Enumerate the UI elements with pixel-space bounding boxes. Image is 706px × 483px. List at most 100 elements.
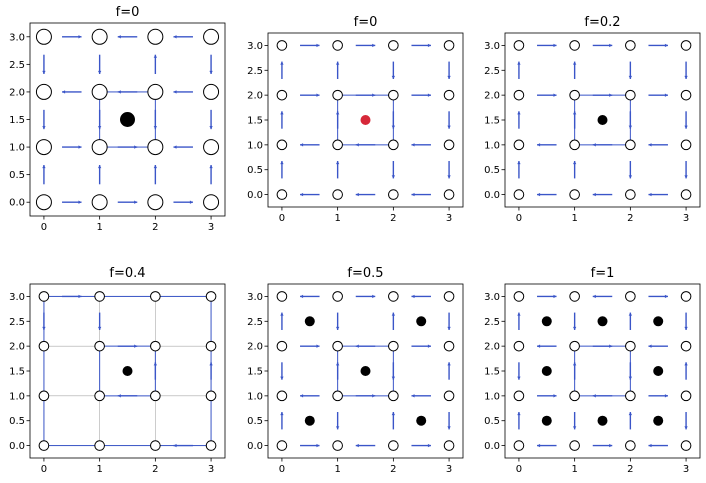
lattice-site <box>203 83 220 100</box>
lattice-site <box>443 390 455 402</box>
flux-arrow-head <box>447 362 451 366</box>
y-tick-label: 2.0 <box>247 91 263 102</box>
flux-arrow-head <box>355 443 359 448</box>
lattice-site <box>443 189 455 200</box>
flux-arrow-head <box>97 126 102 130</box>
y-tick-label: 0.0 <box>484 441 500 452</box>
flux-arrow-head <box>335 362 340 366</box>
y-tick-label: 1.0 <box>247 391 263 402</box>
x-tick-label: 0 <box>41 464 47 475</box>
flux-arrow-head <box>427 443 431 448</box>
lattice-site <box>443 89 455 101</box>
lattice-site <box>625 189 636 200</box>
flux-arrow-head <box>209 164 213 169</box>
flux-arrow-head <box>628 312 633 316</box>
flux-arrow-head <box>372 394 376 398</box>
y-tick-label: 1.5 <box>247 367 263 378</box>
flux-arrow-head <box>664 93 668 97</box>
flux-arrow-head <box>517 412 521 416</box>
lattice-site <box>569 89 580 101</box>
flux-arrow-head <box>134 344 138 348</box>
flux-arrow-head <box>335 161 340 165</box>
lattice-site <box>680 291 692 302</box>
lattice-site <box>38 291 50 302</box>
flux-arrow-head <box>97 326 102 330</box>
chart-panel-1: f=0 0 1 2 3 0.0 0.5 1.0 1.5 2.0 2.5 3.0 <box>9 5 226 233</box>
flux-arrow-head <box>447 175 451 179</box>
lattice-site <box>203 28 220 45</box>
flux-arrow-head <box>517 161 521 165</box>
flux-arrow-head <box>153 126 158 130</box>
y-tick-label: 1.0 <box>484 391 500 402</box>
lattice-site <box>680 340 692 352</box>
flux-arrow-head <box>134 145 138 149</box>
flux-arrow-head <box>42 326 46 330</box>
lattice-site <box>150 340 161 352</box>
lattice-site <box>569 40 580 51</box>
flux-arrow-head <box>572 111 577 115</box>
lattice-site <box>276 189 288 200</box>
lattice-site <box>147 28 164 45</box>
x-tick-label: 1 <box>571 213 577 224</box>
x-tick-label: 1 <box>96 464 102 475</box>
lattice-site <box>332 189 343 200</box>
lattice-site <box>513 390 525 402</box>
lattice-site <box>625 440 636 451</box>
lattice-site <box>388 291 399 302</box>
vortex-dot <box>597 415 608 426</box>
flux-arrow-head <box>684 326 688 330</box>
lattice-site <box>443 291 455 302</box>
flux-arrow-head <box>684 125 688 129</box>
vortex-dot <box>541 316 552 327</box>
y-tick-label: 1.5 <box>9 115 25 126</box>
lattice-site <box>332 390 343 402</box>
flux-arrow-head <box>391 125 396 129</box>
flux-arrow-head <box>553 294 557 299</box>
flux-arrow-head <box>572 161 577 165</box>
flux-arrow-head <box>609 43 613 48</box>
lattice-site <box>203 139 220 156</box>
lattice-site <box>38 440 50 451</box>
flux-arrow-head <box>78 35 82 39</box>
lattice-site <box>276 291 288 302</box>
flux-arrow-head <box>335 426 340 430</box>
flux-arrow-head <box>648 344 652 348</box>
flux-arrow-head <box>280 312 284 316</box>
flux-arrow-head <box>572 326 577 330</box>
flux-arrow-head <box>572 61 577 65</box>
flux-arrow-head <box>411 192 415 197</box>
flux-arrow-head <box>316 443 320 448</box>
flux-arrow-head <box>372 294 376 299</box>
flux-arrow-head <box>117 35 121 39</box>
flux-arrow-head <box>684 426 688 430</box>
lattice-site <box>332 291 343 302</box>
lattice-site <box>680 189 692 200</box>
y-tick-label: 2.5 <box>247 317 263 328</box>
vortex-dot <box>541 366 552 376</box>
lattice-site <box>91 194 108 211</box>
lattice-site <box>35 194 52 211</box>
x-tick-label: 1 <box>96 222 102 233</box>
lattice-site <box>569 139 580 151</box>
lattice-site <box>205 291 217 302</box>
flux-arrow-head <box>153 164 158 169</box>
y-tick-label: 2.0 <box>484 91 500 102</box>
flux-arrow-head <box>134 200 138 204</box>
lattice-site <box>150 390 161 402</box>
vortex-dot <box>653 316 664 327</box>
flux-arrow-head <box>280 161 284 165</box>
flux-arrow-head <box>97 70 102 75</box>
flux-arrow-head <box>300 192 304 197</box>
vortex-dot <box>416 316 427 327</box>
panel-title: f=0 <box>354 15 378 30</box>
flux-arrow-head <box>537 344 541 348</box>
x-tick-label: 3 <box>446 213 452 224</box>
flux-arrow-head <box>280 376 284 380</box>
lattice-site <box>203 194 220 211</box>
flux-arrow-head <box>316 43 320 48</box>
x-tick-label: 0 <box>41 222 47 233</box>
flux-arrow-head <box>42 70 46 75</box>
lattice-site <box>680 390 692 402</box>
lattice-site <box>680 440 692 451</box>
